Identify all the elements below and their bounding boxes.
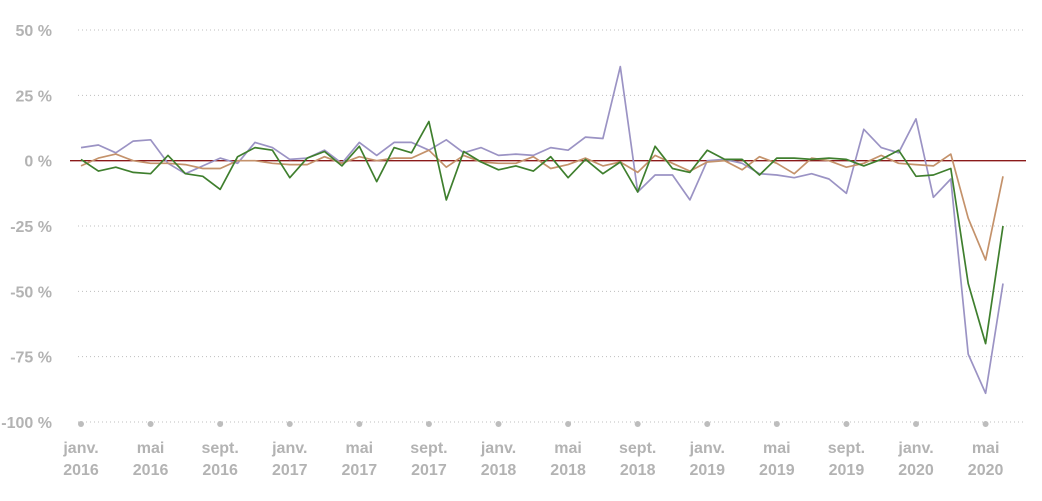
x-tick-label-month: mai — [554, 440, 582, 457]
x-tick-label-month: janv. — [480, 440, 516, 457]
x-tick-label-year: 2016 — [133, 462, 169, 479]
x-tick-label-month: janv. — [62, 440, 98, 457]
x-tick-dot — [286, 421, 293, 427]
x-tick-label-month: janv. — [689, 440, 725, 457]
x-tick-label-month: mai — [972, 440, 1000, 457]
x-tick-dot — [147, 421, 154, 427]
x-tick-label-month: sept. — [410, 440, 447, 457]
x-tick-label-year: 2019 — [759, 462, 795, 479]
x-tick-dot — [565, 421, 572, 427]
x-tick-dot — [982, 421, 989, 427]
x-tick-label-year: 2018 — [481, 462, 517, 479]
x-tick-dot — [217, 421, 224, 427]
series-line-2 — [80, 149, 1004, 261]
x-tick-label-year: 2018 — [620, 462, 656, 479]
gridlines — [70, 29, 1026, 423]
series-line-1 — [80, 65, 1004, 395]
x-tick-dot — [495, 421, 502, 427]
x-tick-label-year: 2020 — [968, 462, 1004, 479]
x-tick-dot — [356, 421, 363, 427]
x-tick-label-month: sept. — [828, 440, 865, 457]
x-tick-label-month: sept. — [201, 440, 238, 457]
x-tick-dot — [843, 421, 850, 427]
x-tick-dot — [425, 421, 432, 427]
y-tick-label: 50 % — [16, 23, 52, 40]
x-tick-label-year: 2017 — [272, 462, 308, 479]
y-tick-label: -100 % — [1, 415, 52, 432]
x-tick-label-year: 2020 — [898, 462, 934, 479]
x-tick-label-year: 2017 — [411, 462, 447, 479]
x-tick-label-year: 2016 — [202, 462, 238, 479]
x-tick-label-year: 2017 — [342, 462, 378, 479]
x-tick-label-year: 2019 — [829, 462, 865, 479]
x-tick-dot — [773, 421, 780, 427]
x-tick-label-year: 2018 — [550, 462, 586, 479]
x-tick-label-month: janv. — [897, 440, 933, 457]
x-tick-label-month: mai — [346, 440, 374, 457]
x-tick-dot — [634, 421, 641, 427]
y-axis-ticks: 50 % 25 % 0 % -25 % -50 % -75 % -100 % — [1, 23, 52, 432]
y-tick-label: 25 % — [16, 88, 52, 105]
series-lines — [80, 65, 1004, 395]
y-tick-label: -75 % — [10, 350, 52, 367]
x-axis-ticks: janv. 2016 mai 2016 sept. 2016 janv. 2017 mai 201… — [62, 421, 1004, 479]
x-tick-dot — [78, 421, 84, 427]
x-tick-label-month: mai — [137, 440, 165, 457]
x-tick-label-month: mai — [763, 440, 791, 457]
x-tick-label-month: sept. — [619, 440, 656, 457]
y-tick-label: 0 % — [24, 154, 52, 171]
y-tick-label: -25 % — [10, 219, 52, 236]
y-tick-label: -50 % — [10, 284, 52, 301]
x-tick-label-year: 2019 — [689, 462, 725, 479]
x-tick-label-month: janv. — [271, 440, 307, 457]
series-line-3 — [80, 120, 1004, 345]
x-tick-dot — [704, 421, 711, 427]
x-tick-label-year: 2016 — [63, 462, 99, 479]
x-tick-dot — [913, 421, 920, 427]
